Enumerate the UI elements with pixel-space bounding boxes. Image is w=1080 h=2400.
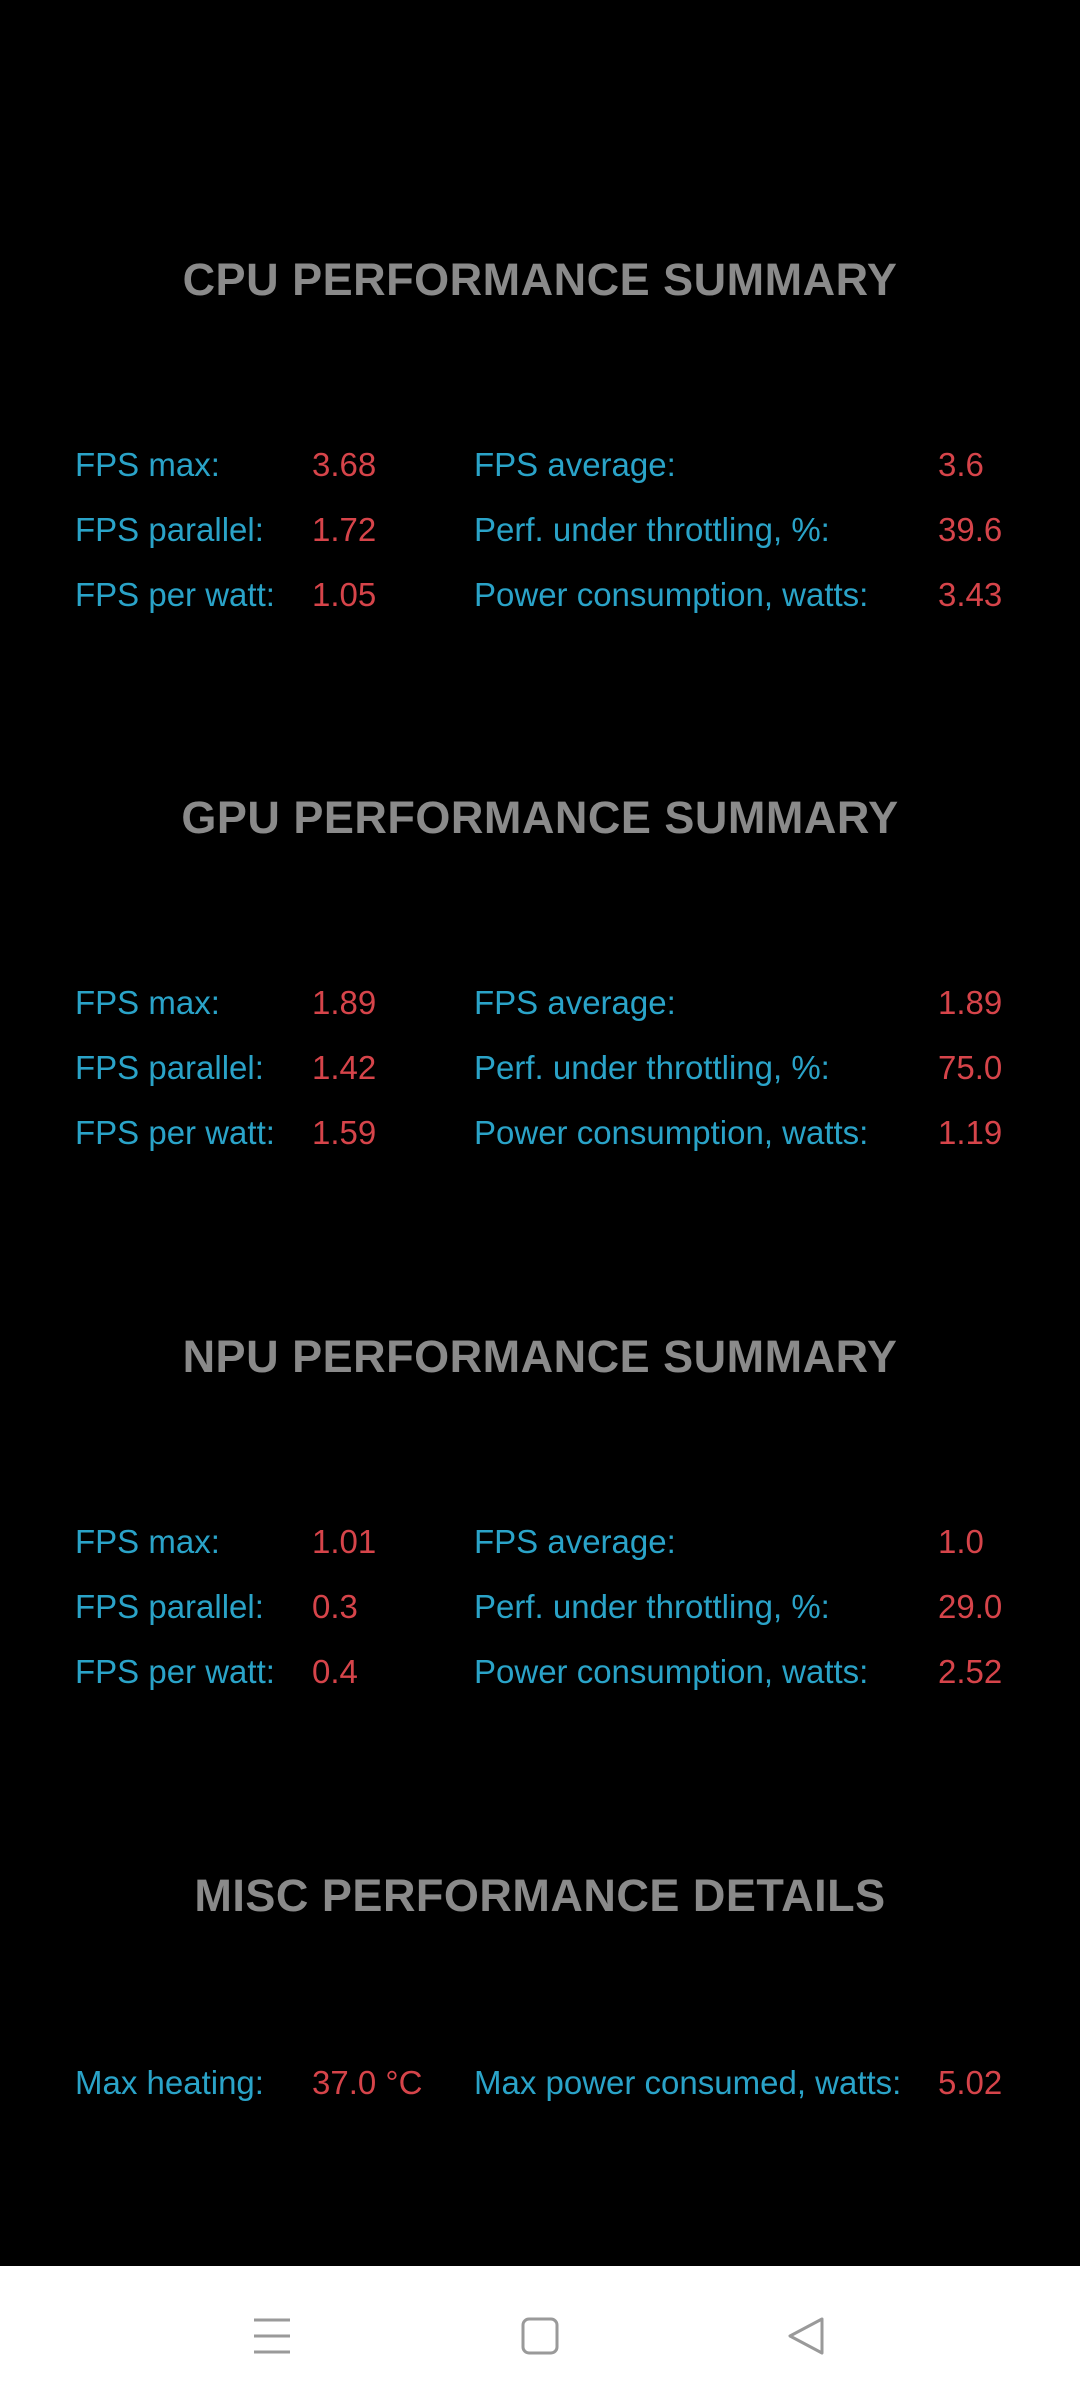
npu-row-fps-max: FPS max: 1.01 FPS average: 1.0 [0,1517,1080,1567]
misc-row-max-heating: Max heating: 37.0 °C Max power consumed,… [0,2058,1080,2108]
gpu-fps-average-value: 1.89 [938,984,1003,1021]
npu-power-label: Power consumption, watts: [474,1653,869,1690]
gpu-row-fps-per-watt: FPS per watt: 1.59 Power consumption, wa… [0,1108,1080,1158]
npu-row-fps-parallel: FPS parallel: 0.3 Perf. under throttling… [0,1582,1080,1632]
back-button[interactable] [766,2296,846,2376]
home-button[interactable] [500,2296,580,2376]
cpu-fps-parallel-label: FPS parallel: [75,511,264,548]
cpu-throttling-label: Perf. under throttling, %: [474,511,830,548]
cpu-fps-per-watt-label: FPS per watt: [75,576,275,613]
cpu-throttling-value: 39.6 [938,511,1003,548]
cpu-fps-per-watt-value: 1.05 [312,576,377,613]
cpu-fps-average-label: FPS average: [474,446,676,483]
max-power-consumed-value: 5.02 [938,2064,1003,2101]
gpu-fps-per-watt-value: 1.59 [312,1114,377,1151]
npu-throttling-label: Perf. under throttling, %: [474,1588,830,1625]
npu-fps-average-label: FPS average: [474,1523,676,1560]
cpu-row-fps-parallel: FPS parallel: 1.72 Perf. under throttlin… [0,505,1080,555]
npu-fps-parallel-label: FPS parallel: [75,1588,264,1625]
npu-fps-per-watt-label: FPS per watt: [75,1653,275,1690]
navigation-bar [0,2266,1080,2400]
gpu-fps-max-label: FPS max: [75,984,220,1021]
misc-section-title: MISC PERFORMANCE DETAILS [194,1870,886,1921]
home-icon [521,2317,559,2355]
cpu-row-fps-per-watt: FPS per watt: 1.05 Power consumption, wa… [0,570,1080,620]
gpu-fps-parallel-value: 1.42 [312,1049,377,1086]
npu-fps-max-value: 1.01 [312,1523,377,1560]
npu-section-title: NPU PERFORMANCE SUMMARY [182,1331,898,1382]
npu-fps-average-value: 1.0 [938,1523,984,1560]
npu-row-fps-per-watt: FPS per watt: 0.4 Power consumption, wat… [0,1647,1080,1697]
gpu-row-fps-max: FPS max: 1.89 FPS average: 1.89 [0,978,1080,1028]
cpu-fps-average-value: 3.6 [938,446,984,483]
gpu-power-label: Power consumption, watts: [474,1114,869,1151]
npu-fps-parallel-value: 0.3 [312,1588,358,1625]
menu-button[interactable] [232,2296,312,2376]
gpu-fps-per-watt-label: FPS per watt: [75,1114,275,1151]
npu-throttling-value: 29.0 [938,1588,1003,1625]
menu-icon [254,2318,290,2354]
gpu-section-title: GPU PERFORMANCE SUMMARY [181,792,899,843]
gpu-row-fps-parallel: FPS parallel: 1.42 Perf. under throttlin… [0,1043,1080,1093]
cpu-power-label: Power consumption, watts: [474,576,869,613]
gpu-throttling-label: Perf. under throttling, %: [474,1049,830,1086]
cpu-fps-max-label: FPS max: [75,446,220,483]
gpu-fps-max-value: 1.89 [312,984,377,1021]
cpu-section-title: CPU PERFORMANCE SUMMARY [182,254,898,305]
gpu-fps-average-label: FPS average: [474,984,676,1021]
max-power-consumed-label: Max power consumed, watts: [474,2064,902,2101]
back-icon [788,2317,824,2355]
cpu-row-fps-max: FPS max: 3.68 FPS average: 3.6 [0,440,1080,490]
gpu-fps-parallel-label: FPS parallel: [75,1049,264,1086]
npu-fps-max-label: FPS max: [75,1523,220,1560]
gpu-power-value: 1.19 [938,1114,1003,1151]
cpu-fps-max-value: 3.68 [312,446,377,483]
max-heating-value: 37.0 °C [312,2064,423,2101]
npu-fps-per-watt-value: 0.4 [312,1653,358,1690]
cpu-power-value: 3.43 [938,576,1003,613]
max-heating-label: Max heating: [75,2064,264,2101]
gpu-throttling-value: 75.0 [938,1049,1003,1086]
cpu-fps-parallel-value: 1.72 [312,511,377,548]
npu-power-value: 2.52 [938,1653,1003,1690]
